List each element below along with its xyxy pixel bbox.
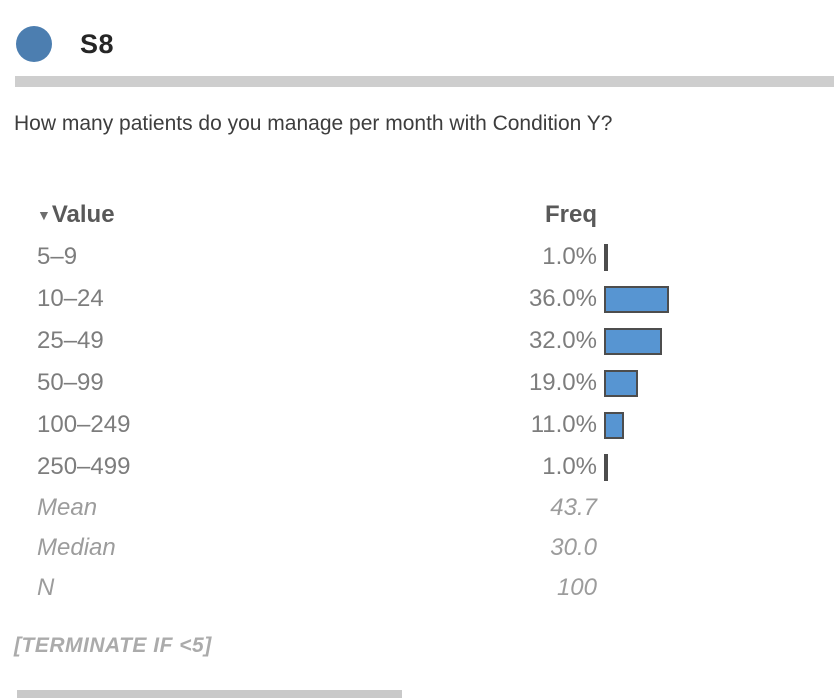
row-freq-label: 11.0% [530, 411, 597, 438]
stat-label: Median [37, 534, 116, 561]
row-freq-label: 32.0% [528, 327, 597, 354]
value-column-header[interactable]: ▼Value [0, 201, 420, 229]
table-row: 10–24 36.0% [0, 278, 834, 320]
terminate-note: [TERMINATE IF <5] [14, 634, 212, 657]
stat-value: 43.7 [550, 494, 597, 521]
table-stats: Mean 43.7 Median 30.0 N 100 [0, 488, 834, 608]
row-freq-label: 1.0% [542, 453, 597, 480]
row-freq-label: 1.0% [542, 243, 597, 270]
freq-bar [604, 411, 624, 439]
row-freq-label: 19.0% [528, 369, 597, 396]
table-row: 100–249 11.0% [0, 404, 834, 446]
row-bar-cell [604, 327, 662, 355]
stats-row: N 100 [0, 568, 834, 608]
row-value-label: 25–49 [37, 327, 104, 354]
stat-label: N [37, 574, 55, 601]
top-divider [15, 76, 834, 87]
question-badge-icon [16, 26, 52, 62]
frequency-table: ▼Value Freq 5–9 1.0% 10–24 36.0% 25–49 32.0% 5… [0, 194, 834, 608]
question-id: S8 [80, 28, 115, 59]
table-row: 50–99 19.0% [0, 362, 834, 404]
row-bar-cell [604, 453, 608, 481]
row-bar-cell [604, 285, 669, 313]
question-header: S8 [16, 26, 834, 62]
row-bar-cell [604, 369, 638, 397]
table-header-row: ▼Value Freq [0, 194, 834, 236]
stats-row: Mean 43.7 [0, 488, 834, 528]
freq-bar [604, 285, 669, 313]
bottom-divider [17, 690, 402, 698]
stat-label: Mean [37, 494, 98, 521]
freq-bar [604, 327, 662, 355]
value-column-label: Value [51, 201, 115, 228]
freq-bar [604, 369, 638, 397]
stats-row: Median 30.0 [0, 528, 834, 568]
stat-value: 30.0 [550, 534, 597, 561]
table-body: 5–9 1.0% 10–24 36.0% 25–49 32.0% 50–99 19.0% 100… [0, 236, 834, 488]
row-value-label: 5–9 [37, 243, 78, 270]
freq-bar [604, 453, 608, 481]
row-value-label: 10–24 [37, 285, 104, 312]
row-bar-cell [604, 243, 608, 271]
table-row: 5–9 1.0% [0, 236, 834, 278]
row-value-label: 50–99 [37, 369, 104, 396]
row-value-label: 100–249 [37, 411, 131, 438]
table-row: 250–499 1.0% [0, 446, 834, 488]
row-bar-cell [604, 411, 624, 439]
sort-descending-icon: ▼ [37, 207, 51, 223]
freq-bar [604, 243, 608, 271]
stat-value: 100 [556, 574, 597, 601]
row-value-label: 250–499 [37, 453, 131, 480]
freq-column-header: Freq [544, 201, 597, 228]
question-text: How many patients do you manage per mont… [14, 112, 613, 135]
table-row: 25–49 32.0% [0, 320, 834, 362]
row-freq-label: 36.0% [528, 285, 597, 312]
